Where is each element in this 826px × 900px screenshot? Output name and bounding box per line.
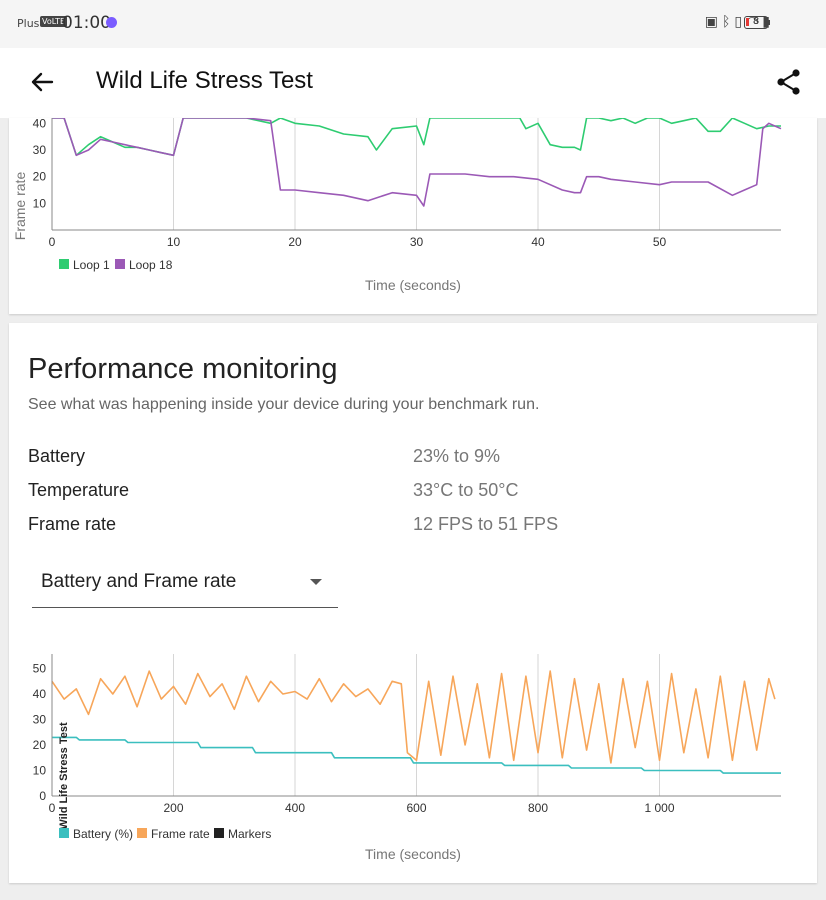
y-tick-label: 20 [33, 738, 47, 752]
x-tick-label: 800 [528, 801, 548, 815]
frame-rate-card: 0 10 20 30 40 50 10 20 30 40 Frame rate Loop 1 Lo… [9, 116, 817, 314]
x-axis-label: Time (seconds) [365, 277, 461, 293]
chart-type-dropdown[interactable]: Battery and Frame rate [32, 559, 338, 608]
legend: Battery (%) Frame rate Markers [59, 827, 271, 841]
metric-label-battery: Battery [28, 446, 86, 466]
series-line-1 [51, 670, 776, 764]
x-tick-label: 0 [49, 235, 56, 249]
chevron-down-icon [310, 579, 322, 585]
share-icon[interactable] [776, 68, 802, 96]
legend-label-frame-rate: Frame rate [151, 827, 210, 841]
series-line-0 [52, 736, 781, 774]
x-tick-label: 40 [531, 235, 545, 249]
x-tick-label: 50 [653, 235, 667, 249]
x-tick-label: 600 [406, 801, 426, 815]
series-line-1 [52, 117, 782, 207]
legend-swatch-loop1 [59, 259, 69, 269]
page-title: Wild Life Stress Test [96, 67, 313, 94]
chart-title: Wild Life Stress Test [58, 722, 70, 830]
x-tick-label: 10 [167, 235, 181, 249]
y-tick-label: 0 [39, 789, 46, 803]
y-tick-label: 50 [33, 662, 47, 676]
battery-tip [768, 20, 770, 25]
legend-swatch-frame-rate [137, 828, 147, 838]
y-tick-label: 40 [33, 687, 47, 701]
legend-label-battery: Battery (%) [73, 827, 133, 841]
x-tick-label: 200 [163, 801, 183, 815]
x-tick-label: 400 [285, 801, 305, 815]
status-bar: Plus VoLTE 01:00 ▣ᛒ▯◠▮ 8 [0, 0, 826, 48]
metric-label-frame-rate: Frame rate [28, 514, 117, 534]
metric-value-battery: 23% to 9% [413, 446, 501, 466]
x-tick-label: 0 [49, 801, 56, 815]
messenger-icon [106, 17, 117, 28]
app-bar: Wild Life Stress Test [0, 48, 826, 118]
y-axis-label: Frame rate [12, 172, 28, 241]
y-tick-label: 30 [33, 143, 47, 157]
legend-label-markers: Markers [228, 827, 271, 841]
y-tick-label: 10 [33, 764, 47, 778]
x-tick-label: 20 [288, 235, 302, 249]
volte-badge: VoLTE [40, 16, 68, 27]
x-tick-label: 1 000 [644, 801, 674, 815]
battery-frame-rate-chart: 0 200 400 600 800 1 000 0 10 20 30 40 50 Wild Life … [33, 654, 781, 862]
legend: Loop 1 Loop 18 [59, 258, 173, 272]
signal-icon: ▮ [762, 14, 774, 30]
bluetooth-icon: ᛒ [721, 14, 735, 30]
battery-level: 8 [752, 16, 760, 27]
arrow-left-icon[interactable] [28, 68, 56, 96]
battery-fill [746, 18, 749, 26]
dropdown-selected: Battery and Frame rate [41, 571, 237, 592]
battery-icon: 8 [744, 16, 768, 29]
x-tick-label: 30 [410, 235, 424, 249]
frame-rate-chart: 0 10 20 30 40 50 10 20 30 40 Frame rate Loop 1 Lo… [12, 116, 782, 293]
y-tick-label: 10 [33, 196, 47, 210]
y-tick-label: 40 [33, 118, 47, 130]
vibrate-icon: ▯ [734, 14, 747, 30]
status-icons: ▣ᛒ▯◠▮ [705, 14, 774, 30]
metric-value-temperature: 33°C to 50°C [413, 480, 519, 500]
section-subtitle: See what was happening inside your devic… [28, 396, 540, 413]
y-tick-label: 30 [33, 713, 47, 727]
metric-label-temperature: Temperature [28, 480, 130, 500]
legend-swatch-battery [59, 828, 69, 838]
metric-value-frame-rate: 12 FPS to 51 FPS [413, 514, 559, 534]
clock: 01:00 [62, 13, 111, 33]
legend-label-loop1: Loop 1 [73, 258, 110, 272]
y-tick-label: 20 [33, 170, 47, 184]
legend-label-loop18: Loop 18 [129, 258, 173, 272]
nfc-icon: ▣ [704, 14, 722, 30]
performance-card: Performance monitoring See what was happ… [9, 323, 817, 883]
carrier-label: Plus [17, 17, 40, 30]
legend-swatch-markers [214, 828, 224, 838]
x-axis-label: Time (seconds) [365, 846, 461, 862]
section-title: Performance monitoring [28, 353, 338, 385]
wifi-icon: ◠ [746, 14, 763, 30]
legend-swatch-loop18 [115, 259, 125, 269]
